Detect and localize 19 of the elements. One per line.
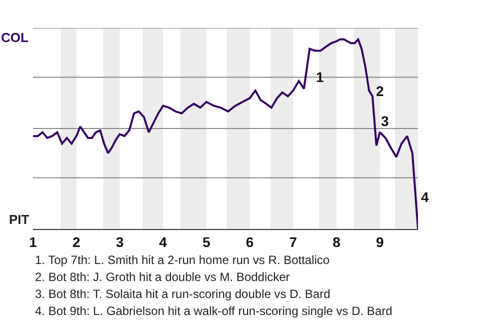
text: 2. Bot 8th: J. Groth hit a double vs M. Boddicker <box>35 270 290 284</box>
text: 1. Top 7th: L. Smith hit a 2-run home run vs R. Bottalico <box>35 253 330 267</box>
x-tick-label: 6 <box>246 234 254 250</box>
x-tick-label: 7 <box>289 234 298 250</box>
x-tick-label: 9 <box>376 234 384 250</box>
text: 3. Bot 8th: T. Solaita hit a run-scoring double vs D. Bard <box>35 287 330 301</box>
x-tick-label: 3 <box>116 234 124 250</box>
x-tick-label: 8 <box>332 234 341 250</box>
annotation: 1 <box>316 69 324 85</box>
annotation: 3 <box>381 113 389 129</box>
x-tick-label: 1 <box>29 234 38 250</box>
text: PIT <box>9 212 30 227</box>
x-tick-label: 2 <box>72 234 80 250</box>
x-tick-label: 5 <box>202 234 211 250</box>
annotation: 2 <box>376 83 384 99</box>
annotation: 4 <box>421 189 429 205</box>
x-tick-label: 4 <box>159 234 168 250</box>
text: 4. Bot 9th: L. Gabrielson hit a walk-off run-scoring single vs D. Bard <box>35 304 392 318</box>
text: COL <box>1 30 28 45</box>
